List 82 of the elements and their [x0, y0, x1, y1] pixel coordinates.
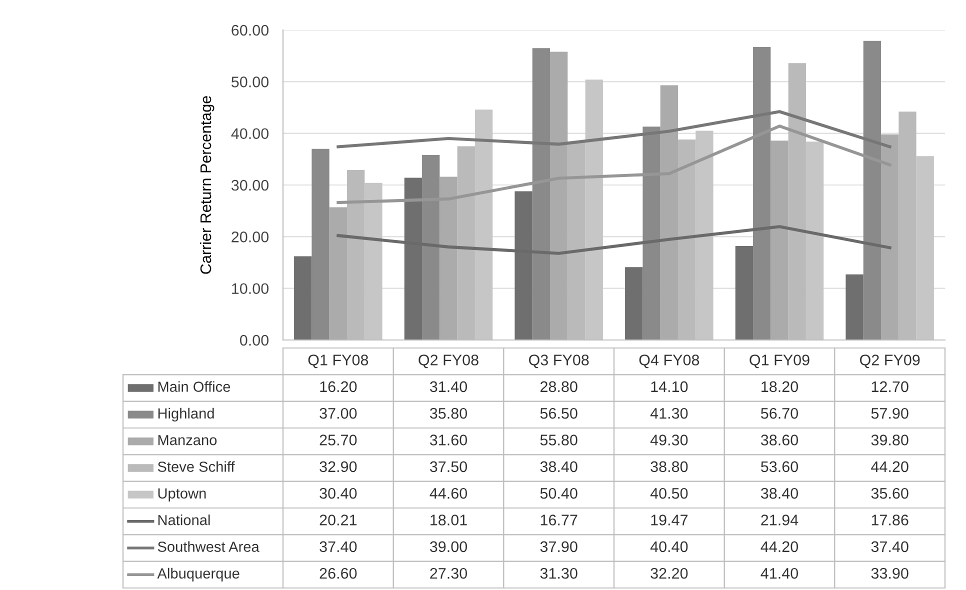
x-tick-label: Q1 FY08 [308, 354, 368, 368]
legend-label: National [158, 514, 210, 526]
legend-label: Main Office [158, 381, 230, 392]
data-label: 31.60 [430, 434, 468, 446]
bar [312, 148, 330, 340]
data-label: 56.70 [760, 408, 798, 419]
data-label: 39.00 [430, 541, 468, 552]
legend-label: Highland [158, 408, 214, 422]
data-label: 56.50 [540, 408, 578, 419]
data-label: 50.40 [540, 488, 578, 499]
x-tick-label: Q3 FY08 [528, 354, 589, 368]
data-label: 31.40 [430, 381, 468, 392]
data-label: 53.60 [760, 461, 798, 472]
line-series [336, 110, 892, 148]
x-tick-label: Q2 FY09 [860, 354, 920, 368]
legend-label: Southwest Area [158, 541, 260, 552]
y-tick-label: 60.00 [232, 24, 269, 36]
data-label: 57.90 [871, 408, 908, 419]
bar [770, 140, 788, 340]
data-label: 18.20 [762, 381, 798, 392]
data-label: 19.47 [651, 514, 688, 526]
bar [625, 267, 643, 340]
data-label: 35.60 [871, 488, 908, 499]
data-label: 20.21 [320, 514, 357, 526]
y-axis-title: Carrier Return Percentage [200, 96, 214, 274]
data-label: 37.40 [871, 541, 908, 552]
bar [294, 256, 312, 340]
legend-label: Manzano [158, 435, 217, 446]
data-label: 44.20 [871, 461, 908, 472]
data-label: 32.90 [320, 461, 357, 472]
y-tick-label: 20.00 [232, 232, 269, 242]
data-label: 37.90 [540, 541, 578, 552]
data-label: 28.80 [540, 381, 578, 392]
bar [550, 52, 568, 340]
y-tick-label: 30.00 [231, 180, 269, 191]
data-label: 40.50 [650, 488, 688, 499]
data-label: 30.40 [320, 488, 357, 499]
data-label: 38.40 [760, 488, 798, 499]
data-label: 32.20 [650, 568, 688, 579]
data-label: 41.40 [760, 568, 798, 579]
data-label: 37.00 [320, 408, 357, 419]
bar [846, 274, 864, 340]
data-label: 35.80 [430, 408, 468, 419]
bar [881, 134, 899, 340]
data-label: 38.80 [650, 461, 688, 472]
data-label: 21.94 [761, 514, 798, 526]
x-tick-label: Q4 FY08 [639, 354, 700, 368]
data-label: 31.30 [540, 568, 578, 579]
y-tick-label: 10.00 [232, 283, 269, 294]
data-label: 16.77 [540, 514, 578, 526]
data-label: 17.86 [872, 514, 908, 526]
data-label: 49.30 [650, 434, 688, 446]
data-label: 39.80 [871, 434, 908, 446]
data-label: 18.01 [430, 514, 467, 526]
x-tick-label: Q1 FY09 [750, 354, 810, 368]
data-label: 25.70 [320, 434, 357, 446]
data-label: 44.60 [430, 488, 468, 499]
data-label: 37.50 [430, 461, 468, 472]
data-label: 38.40 [540, 461, 578, 472]
data-label: 16.20 [320, 381, 357, 392]
data-label: 33.90 [871, 568, 908, 579]
y-tick-label: 40.00 [231, 128, 269, 140]
y-tick-label: 50.00 [231, 76, 269, 88]
bar [329, 207, 347, 340]
data-label: 12.70 [872, 381, 908, 392]
data-label: 37.40 [320, 541, 357, 552]
bar [735, 246, 754, 340]
data-label: 26.60 [320, 568, 357, 579]
data-label: 44.20 [760, 541, 798, 552]
data-label: 14.10 [651, 381, 688, 392]
data-label: 38.60 [760, 434, 798, 446]
legend-label: Albuquerque [157, 568, 240, 582]
bar [440, 176, 458, 340]
x-tick-label: Q2 FY08 [418, 354, 478, 368]
legend-label: Uptown [158, 488, 206, 502]
data-label: 27.30 [430, 568, 468, 579]
y-tick-label: 0.00 [240, 334, 269, 346]
data-label: 55.80 [540, 434, 578, 446]
data-label: 41.30 [650, 408, 688, 419]
data-label: 40.40 [650, 541, 688, 552]
legend-label: Steve Schiff [158, 461, 235, 472]
bar [660, 85, 678, 340]
